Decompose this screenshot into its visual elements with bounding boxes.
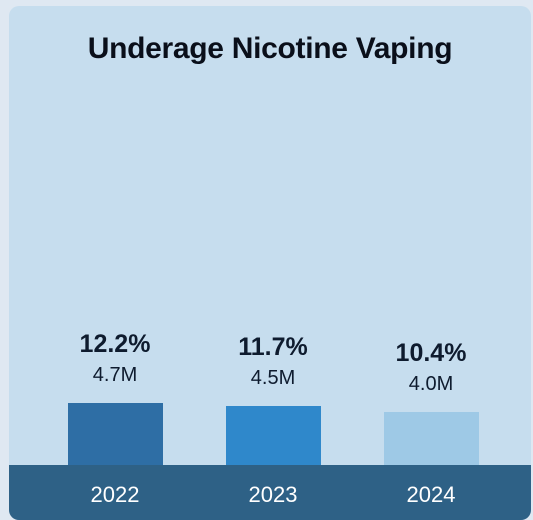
plot-area: 12.2% 4.7M 2022 11.7% 4.5M 2023 10.4% 4.0M 2024 — [9, 6, 531, 520]
x-tick-2023: 2023 — [248, 482, 298, 507]
x-axis-band — [9, 465, 531, 520]
chart-title: Underage Nicotine Vaping — [87, 32, 453, 65]
x-tick-2022: 2022 — [90, 482, 140, 507]
bar-2023 — [225, 405, 321, 465]
value-label-2022: 12.2% — [79, 330, 151, 359]
count-label-2023: 4.5M — [250, 366, 296, 389]
count-label-2024: 4.0M — [408, 373, 454, 396]
chart-card: Underage Nicotine Vaping 12.2% 4.7M 2022 11… — [9, 6, 531, 520]
value-label-2023: 11.7% — [238, 332, 308, 361]
bar-2022 — [67, 403, 163, 465]
value-label-2024: 10.4% — [395, 339, 467, 368]
bar-2024 — [383, 412, 479, 465]
x-tick-2024: 2024 — [406, 482, 456, 507]
count-label-2022: 4.7M — [92, 364, 138, 387]
